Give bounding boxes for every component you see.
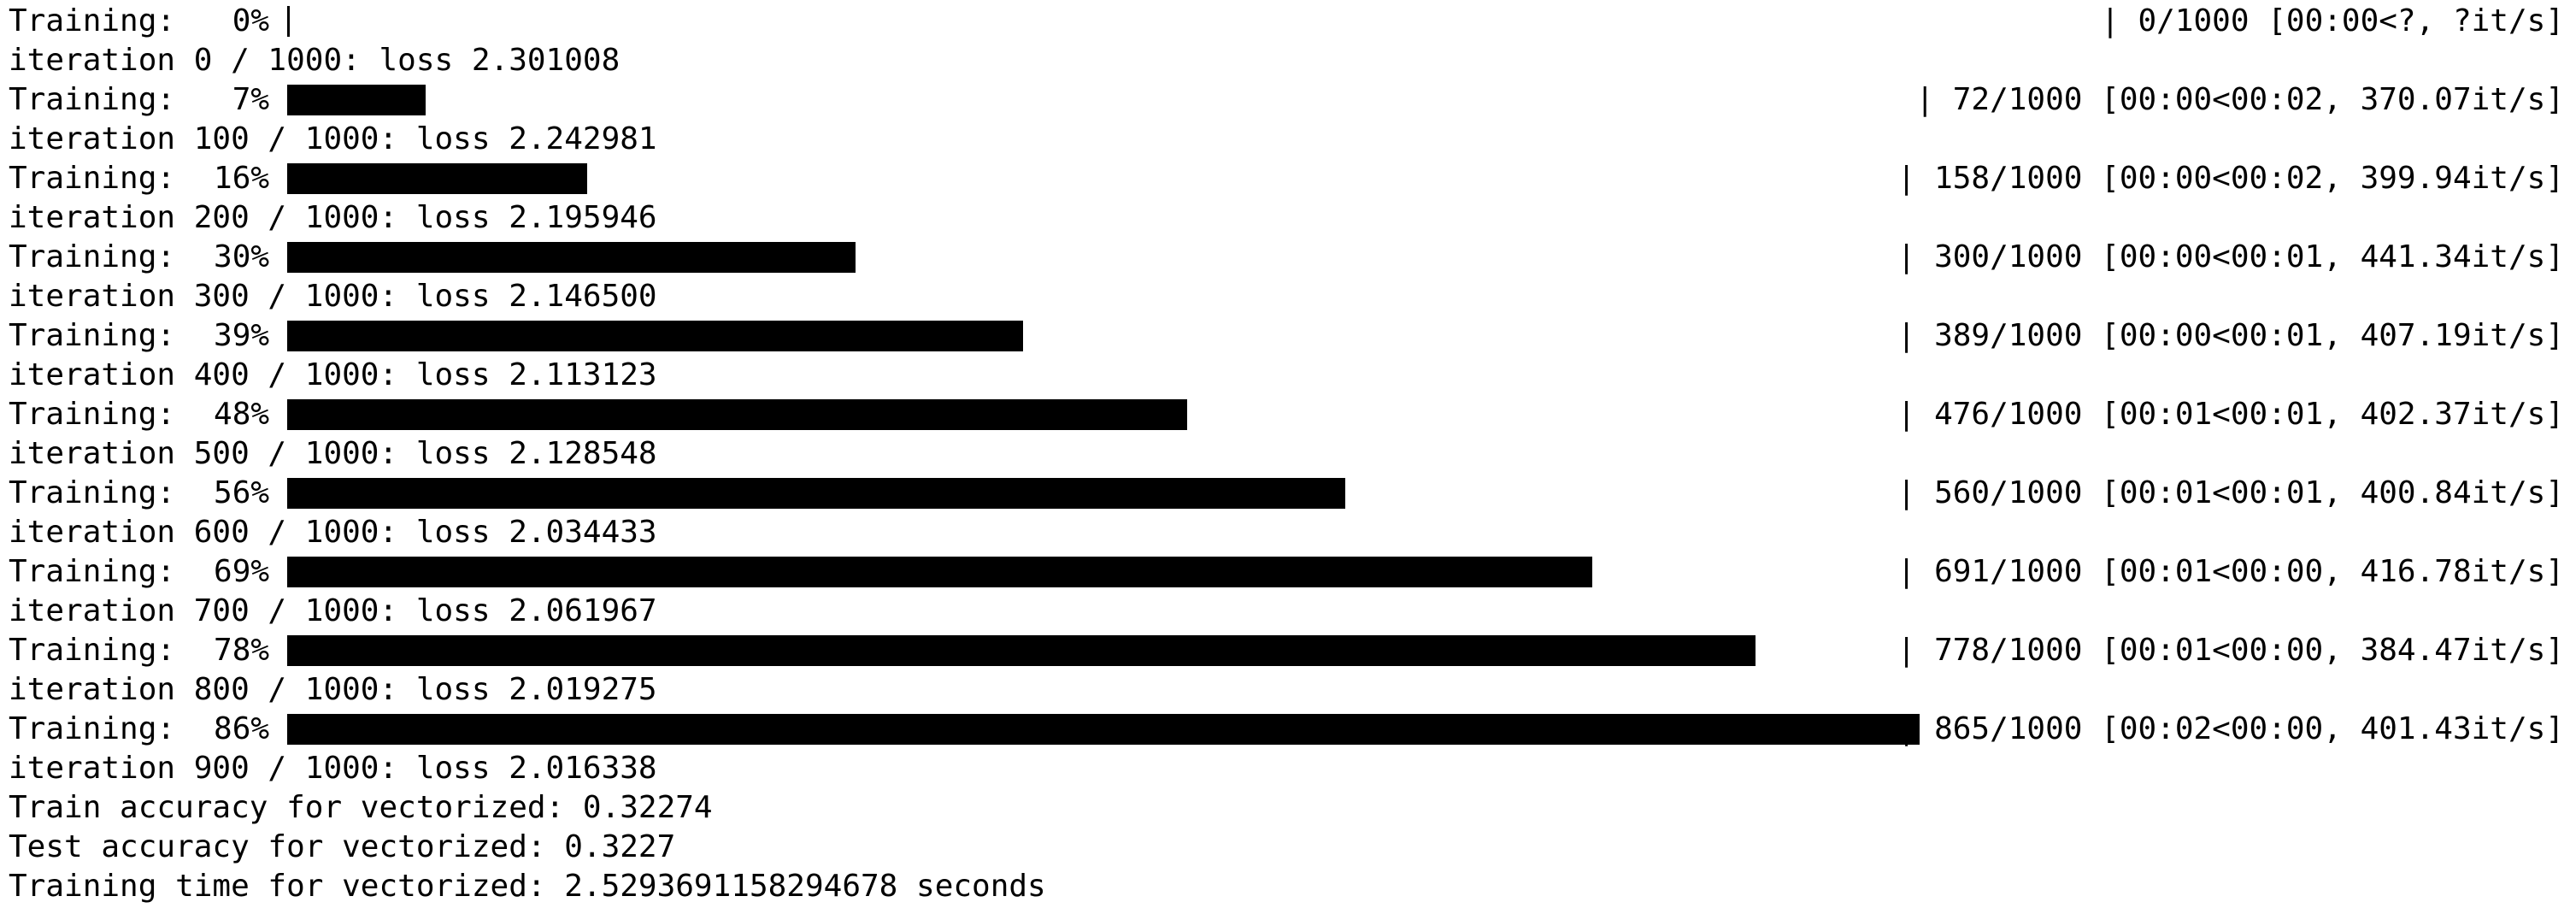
progress-label: Training: 30% (9, 238, 269, 277)
iteration-loss-line: iteration 900 / 1000: loss 2.016338 (9, 749, 657, 788)
progress-stats: | 778/1000 [00:01<00:00, 384.47it/s] (1897, 631, 2564, 670)
progress-right-border: | (1897, 711, 1934, 746)
progress-label: Training: 7% (9, 80, 269, 120)
progress-percent: 30% (175, 238, 269, 277)
iteration-loss-line: iteration 700 / 1000: loss 2.061967 (9, 592, 657, 631)
progress-count: 300/1000 (1934, 239, 2082, 274)
progress-percent: 16% (175, 159, 269, 198)
progress-label-text: Training: (9, 554, 175, 589)
progress-bar-fill (290, 85, 426, 115)
progress-stats: | 560/1000 [00:01<00:01, 400.84it/s] (1897, 474, 2564, 513)
progress-timing: [00:01<00:00, 416.78it/s] (2101, 554, 2564, 589)
progress-label-text: Training: (9, 82, 175, 117)
progress-label-text: Training: (9, 161, 175, 196)
progress-timing: [00:01<00:01, 402.37it/s] (2101, 397, 2564, 432)
progress-right-border: | (1897, 475, 1934, 510)
progress-timing: [00:01<00:01, 400.84it/s] (2101, 475, 2564, 510)
progress-timing: [00:00<00:02, 399.94it/s] (2101, 161, 2564, 196)
progress-right-border: | (1897, 161, 1934, 196)
progress-label: Training: 0% (9, 2, 269, 41)
iteration-loss-line: iteration 800 / 1000: loss 2.019275 (9, 670, 657, 710)
progress-stats: | 300/1000 [00:00<00:01, 441.34it/s] (1897, 238, 2564, 277)
progress-percent: 48% (175, 395, 269, 434)
progress-label: Training: 78% (9, 631, 269, 670)
progress-stats: | 72/1000 [00:00<00:02, 370.07it/s] (1915, 80, 2564, 120)
progress-right-border: | (1897, 554, 1934, 589)
progress-count: 691/1000 (1934, 554, 2082, 589)
progress-percent: 7% (175, 80, 269, 120)
progress-left-border (287, 6, 290, 37)
progress-timing: [00:01<00:00, 384.47it/s] (2101, 633, 2564, 668)
progress-right-border: | (1897, 318, 1934, 353)
iteration-loss-line: iteration 300 / 1000: loss 2.146500 (9, 277, 657, 316)
progress-label-text: Training: (9, 3, 175, 38)
progress-count: 389/1000 (1934, 318, 2082, 353)
progress-right-border: | (2101, 3, 2138, 38)
progress-right-border: | (1897, 397, 1934, 432)
progress-timing: [00:00<00:02, 370.07it/s] (2101, 82, 2564, 117)
iteration-loss-line: iteration 400 / 1000: loss 2.113123 (9, 356, 657, 395)
iteration-loss-line: iteration 0 / 1000: loss 2.301008 (9, 41, 620, 80)
progress-label: Training: 69% (9, 552, 269, 592)
progress-label-text: Training: (9, 475, 175, 510)
progress-count: 865/1000 (1934, 711, 2082, 746)
progress-stats: | 158/1000 [00:00<00:02, 399.94it/s] (1897, 159, 2564, 198)
progress-bar-fill (290, 242, 856, 273)
progress-bar-fill (290, 163, 587, 194)
progress-label-text: Training: (9, 318, 175, 353)
progress-stats: | 0/1000 [00:00<?, ?it/s] (2101, 2, 2564, 41)
progress-label-text: Training: (9, 397, 175, 432)
progress-label: Training: 86% (9, 710, 269, 749)
progress-count: 0/1000 (2138, 3, 2249, 38)
progress-timing: [00:00<?, ?it/s] (2267, 3, 2564, 38)
progress-stats: | 865/1000 [00:02<00:00, 401.43it/s] (1897, 710, 2564, 749)
progress-label-text: Training: (9, 239, 175, 274)
iteration-loss-line: iteration 500 / 1000: loss 2.128548 (9, 434, 657, 474)
progress-percent: 56% (175, 474, 269, 513)
progress-stats: | 691/1000 [00:01<00:00, 416.78it/s] (1897, 552, 2564, 592)
iteration-loss-line: iteration 600 / 1000: loss 2.034433 (9, 513, 657, 552)
progress-percent: 86% (175, 710, 269, 749)
progress-right-border: | (1915, 82, 1952, 117)
train-accuracy-line: Train accuracy for vectorized: 0.32274 (9, 788, 713, 828)
progress-count: 158/1000 (1934, 161, 2082, 196)
progress-label: Training: 39% (9, 316, 269, 356)
training-time-line: Training time for vectorized: 2.52936911… (9, 867, 1046, 906)
progress-right-border: | (1897, 633, 1934, 668)
progress-label: Training: 16% (9, 159, 269, 198)
progress-right-border: | (1897, 239, 1934, 274)
progress-bar-fill (290, 321, 1023, 351)
progress-timing: [00:02<00:00, 401.43it/s] (2101, 711, 2564, 746)
progress-label: Training: 56% (9, 474, 269, 513)
progress-stats: | 389/1000 [00:00<00:01, 407.19it/s] (1897, 316, 2564, 356)
progress-count: 778/1000 (1934, 633, 2082, 668)
progress-count: 560/1000 (1934, 475, 2082, 510)
progress-bar-fill (290, 635, 1756, 666)
progress-count: 476/1000 (1934, 397, 2082, 432)
progress-count: 72/1000 (1953, 82, 2083, 117)
progress-percent: 39% (175, 316, 269, 356)
progress-bar-fill (290, 478, 1345, 509)
progress-timing: [00:00<00:01, 441.34it/s] (2101, 239, 2564, 274)
progress-percent: 0% (175, 2, 269, 41)
progress-percent: 78% (175, 631, 269, 670)
progress-percent: 69% (175, 552, 269, 592)
progress-timing: [00:00<00:01, 407.19it/s] (2101, 318, 2564, 353)
progress-bar-fill (290, 557, 1592, 587)
test-accuracy-line: Test accuracy for vectorized: 0.3227 (9, 828, 675, 867)
progress-bar-fill (290, 399, 1187, 430)
progress-label: Training: 48% (9, 395, 269, 434)
iteration-loss-line: iteration 200 / 1000: loss 2.195946 (9, 198, 657, 238)
progress-stats: | 476/1000 [00:01<00:01, 402.37it/s] (1897, 395, 2564, 434)
progress-label-text: Training: (9, 711, 175, 746)
progress-label-text: Training: (9, 633, 175, 668)
iteration-loss-line: iteration 100 / 1000: loss 2.242981 (9, 120, 657, 159)
progress-bar-fill (290, 714, 1920, 745)
